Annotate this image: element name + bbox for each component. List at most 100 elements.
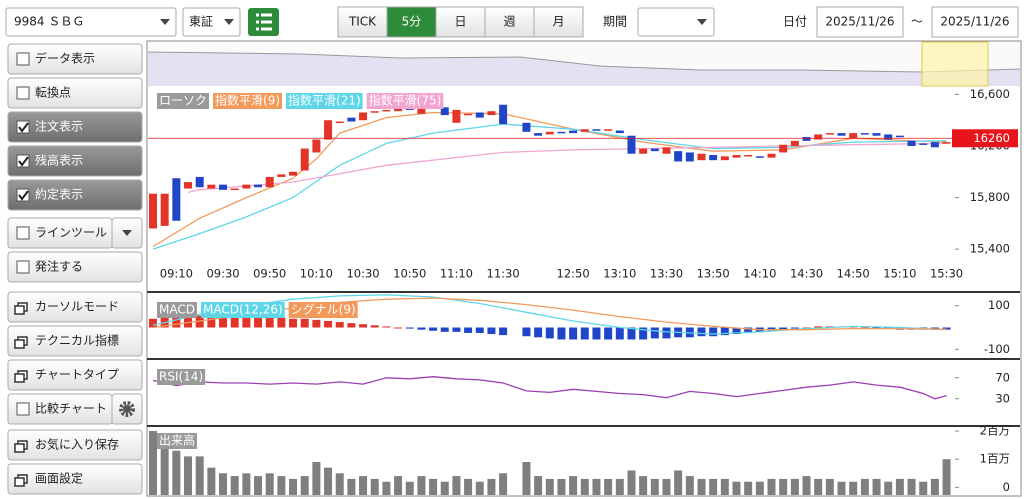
symbol: 9984 ＳＢＧ [14, 15, 84, 29]
indicator-line [152, 376, 947, 400]
sidebar-button[interactable] [7, 291, 143, 323]
interval-button[interactable] [435, 6, 486, 38]
macd-bar [207, 314, 216, 328]
candle [650, 148, 659, 152]
volume-bar [860, 478, 869, 495]
window-icon [14, 373, 25, 383]
legend-box [213, 93, 283, 109]
volume-bar [569, 476, 578, 495]
sidebar-label: チャートタイプ [35, 368, 119, 382]
volume-bar [487, 478, 496, 495]
indicator-line [152, 297, 947, 331]
legend-box [157, 302, 197, 318]
legend-box [286, 93, 363, 109]
date-to: 2025/11/26 [940, 15, 1009, 29]
candle [592, 129, 601, 131]
checkbox [16, 226, 30, 240]
legend-label: 指数平滑(75) [369, 93, 442, 108]
sidebar-button[interactable] [7, 359, 143, 391]
market-select[interactable] [182, 7, 241, 37]
date-to-box[interactable] [931, 6, 1019, 38]
candle [837, 133, 846, 136]
volume-bar [277, 476, 286, 495]
candle [825, 133, 834, 135]
volume-bar [615, 478, 624, 495]
interval-button[interactable] [337, 6, 388, 38]
volume-bar [149, 431, 157, 495]
volume-bar [639, 476, 648, 495]
x-tick-label: 13:50 [697, 267, 730, 281]
candle [790, 140, 799, 146]
date-from: 2025/11/26 [825, 15, 894, 29]
list-icon [256, 13, 259, 17]
date-from-box[interactable] [816, 6, 904, 38]
candle [184, 182, 193, 189]
sidebar-button[interactable] [7, 325, 143, 357]
candle [604, 129, 613, 131]
candle [709, 155, 718, 161]
macd-bar [359, 324, 368, 328]
volume-bar [674, 470, 683, 495]
volume-bar [265, 473, 274, 495]
window-icon [14, 477, 25, 487]
candle [720, 156, 729, 161]
macd-bar [440, 327, 449, 332]
macd-bar [732, 327, 741, 335]
symbol-select[interactable] [5, 7, 177, 37]
x-tick-label: 15:30 [930, 267, 963, 281]
last-price-label: 16260 [973, 131, 1010, 145]
volume-bar [289, 478, 298, 495]
dropdown-arrow [160, 19, 170, 25]
volume-bar [324, 467, 333, 495]
macd-bar [709, 327, 718, 337]
volume-bar [907, 478, 916, 495]
x-tick-label: 09:50 [253, 267, 286, 281]
sidebar-label: テクニカル指標 [35, 333, 119, 348]
sidebar-button[interactable] [7, 111, 143, 143]
check-mark [18, 122, 29, 133]
candle [149, 193, 157, 229]
volume-bar [452, 476, 461, 495]
candle [860, 133, 869, 135]
macd-bar [569, 327, 578, 340]
checkbox [16, 86, 30, 100]
volume-bar [744, 481, 753, 495]
sidebar-button[interactable] [7, 145, 143, 177]
sidebar-button[interactable] [7, 429, 143, 461]
sidebar-button[interactable] [7, 463, 143, 495]
x-tick-label: 14:50 [837, 267, 870, 281]
sidebar-button[interactable] [7, 77, 143, 109]
macd-bar [720, 327, 729, 336]
gear-icon [119, 401, 135, 417]
interval-button[interactable] [533, 6, 584, 38]
y-tick-label: -100 [984, 342, 1010, 356]
legend-label: シグナル(9) [291, 303, 356, 317]
volume-bar [207, 467, 216, 495]
sidebar-button[interactable] [7, 179, 143, 211]
sidebar-label: 残高表示 [35, 153, 83, 168]
date-separator: ～ [911, 15, 923, 29]
candle [324, 120, 333, 140]
indicator-line [187, 142, 947, 194]
candle [277, 174, 286, 177]
candle [440, 107, 449, 116]
macd-bar [347, 323, 356, 328]
checkbox [16, 52, 30, 66]
period-select[interactable] [637, 7, 715, 37]
sidebar-button[interactable] [7, 251, 143, 283]
overview-strip [147, 41, 1021, 87]
x-tick-label: 10:10 [300, 267, 333, 281]
candle [557, 131, 566, 134]
sidebar-button[interactable] [7, 43, 143, 75]
volume-bar [709, 478, 718, 495]
macd-bar [475, 327, 484, 333]
legend-label: 出来高 [159, 433, 195, 448]
market: 東証 [189, 15, 213, 29]
candle [254, 184, 263, 188]
candle [919, 143, 928, 145]
interval-label: 日 [454, 15, 466, 29]
candle [930, 142, 939, 148]
candle [335, 121, 344, 124]
